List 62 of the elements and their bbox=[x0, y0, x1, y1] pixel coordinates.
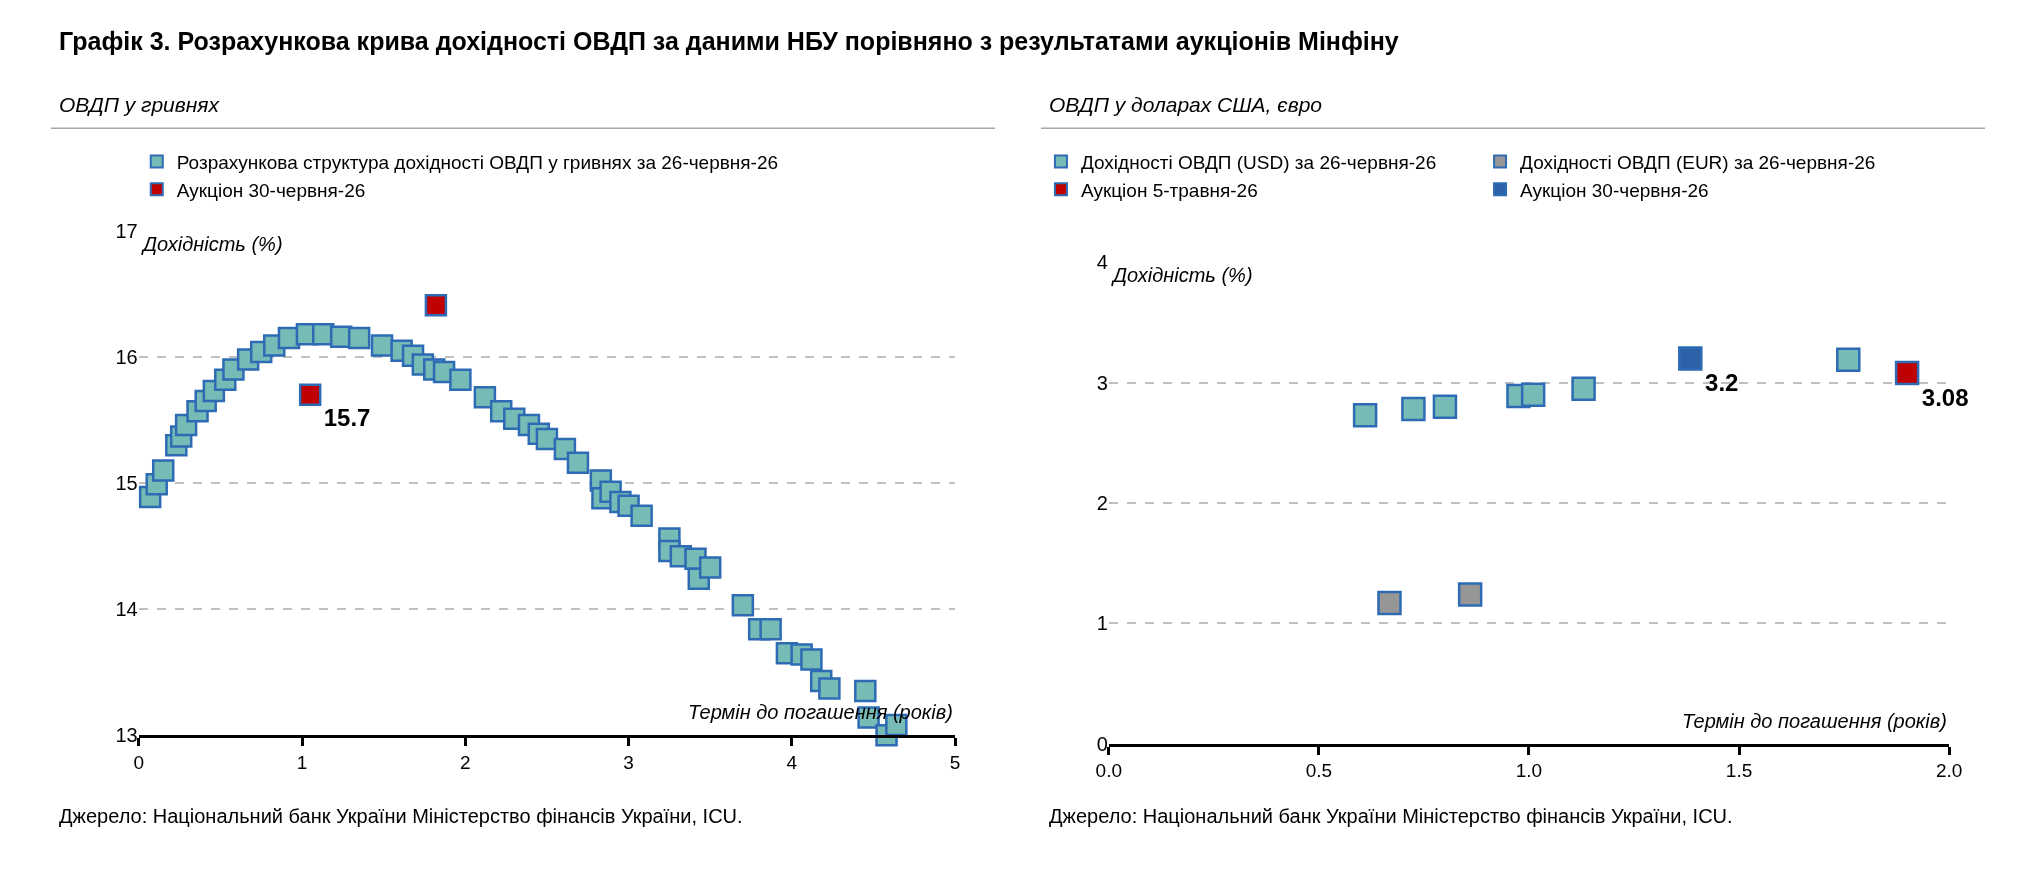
x-tick-label: 2.0 bbox=[1935, 760, 1963, 782]
point bbox=[566, 451, 590, 475]
point bbox=[698, 556, 722, 579]
x-tick-label: 1 bbox=[296, 752, 308, 773]
point bbox=[473, 386, 497, 409]
x-tick-label: 4 bbox=[786, 752, 798, 773]
legend-label: Дохідності ОВДП (EUR) за 26-червня-26 bbox=[1520, 151, 1876, 173]
point bbox=[347, 326, 371, 350]
point bbox=[449, 368, 472, 391]
point bbox=[854, 679, 877, 703]
point bbox=[1352, 402, 1378, 428]
x-tick-label: 5 bbox=[949, 752, 961, 773]
x-tick-label: 2 bbox=[460, 752, 471, 773]
point bbox=[1678, 346, 1703, 371]
point bbox=[1836, 347, 1861, 373]
text: Джерело: Національний банк України Міністерство фінансів України, ICU. bbox=[59, 805, 743, 827]
legend-label: Аукціон 30-червня-26 bbox=[1520, 179, 1709, 201]
text: Джерело: Національний банк України Міністерство фінансів України, ICU. bbox=[1049, 805, 1733, 827]
point bbox=[1377, 590, 1402, 616]
y-tick-label: 2 bbox=[1096, 491, 1108, 514]
point bbox=[424, 294, 448, 317]
point bbox=[370, 334, 394, 357]
y-tick-label: 4 bbox=[1096, 251, 1108, 274]
point bbox=[759, 618, 782, 641]
x-tick-label: 1.0 bbox=[1515, 760, 1543, 782]
x-tick-label: 1.5 bbox=[1725, 760, 1753, 782]
legend-label: Аукціон 5-травня-26 bbox=[1080, 179, 1258, 201]
legend-label: Дохідності ОВДП (USD) за 26-червня-26 bbox=[1080, 151, 1437, 173]
data-label: 15.7 bbox=[323, 404, 371, 432]
chart-title: Графік 3. Розрахункова крива дохідності ОВДП за даними НБУ порівняно з результатами аукціонів Мінфіну bbox=[59, 27, 1399, 55]
point bbox=[731, 594, 755, 617]
y-tick-label: 14 bbox=[115, 598, 138, 621]
point bbox=[818, 677, 841, 700]
point bbox=[1432, 394, 1458, 419]
point bbox=[1401, 396, 1426, 422]
y-tick-label: 3 bbox=[1096, 371, 1108, 394]
x-tick-label: 3 bbox=[623, 752, 634, 773]
point bbox=[1571, 376, 1596, 401]
x-axis-title: Термін до погашення (років) bbox=[1682, 710, 1947, 732]
x-tick-label: 0.5 bbox=[1305, 760, 1333, 782]
x-tick-label: 0.0 bbox=[1095, 760, 1123, 782]
chart-subtitle: ОВДП у гривнях bbox=[59, 93, 221, 116]
y-tick-label: 1 bbox=[1096, 612, 1108, 635]
data-label: 3.2 bbox=[1705, 369, 1739, 397]
y-tick-label: 0 bbox=[1096, 732, 1108, 755]
y-axis-title: Дохідність (%) bbox=[1111, 264, 1253, 286]
y-tick-label: 16 bbox=[115, 345, 138, 368]
point bbox=[151, 459, 175, 482]
point bbox=[1457, 582, 1483, 607]
point bbox=[298, 383, 322, 407]
legend-label: Розрахункова структура дохідності ОВДП у гривнях за 26-червня-26 bbox=[176, 151, 779, 173]
point bbox=[1894, 360, 1920, 386]
point bbox=[800, 648, 823, 671]
y-axis-title: Дохідність (%) bbox=[141, 233, 283, 255]
point bbox=[1520, 382, 1546, 407]
legend-label: Аукціон 30-червня-26 bbox=[176, 179, 366, 201]
data-label: 3.08 bbox=[1921, 383, 1969, 411]
y-tick-label: 17 bbox=[115, 219, 138, 242]
y-tick-label: 13 bbox=[115, 724, 138, 747]
chart-subtitle: ОВДП у доларах США, євро bbox=[1049, 93, 1323, 116]
y-tick-label: 15 bbox=[115, 472, 138, 495]
point bbox=[630, 504, 653, 528]
